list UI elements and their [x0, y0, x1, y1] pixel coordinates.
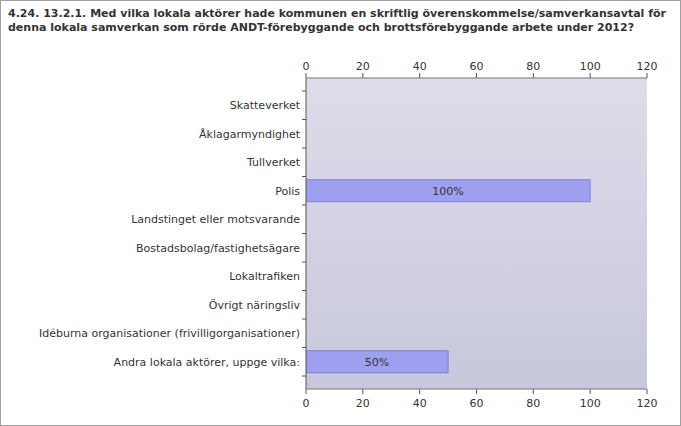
category-tick — [302, 119, 306, 120]
tick-bottom — [419, 389, 420, 394]
tick-top — [419, 73, 420, 78]
category-tick — [302, 290, 306, 291]
tick-label-bottom: 0 — [303, 397, 310, 410]
x-axis-top — [306, 78, 647, 79]
tick-top — [647, 73, 648, 78]
category-tick — [302, 205, 306, 206]
category-tick — [302, 262, 306, 263]
tick-top — [590, 73, 591, 78]
tick-label-bottom: 60 — [470, 397, 484, 410]
category-label: Lokaltrafiken — [229, 270, 300, 283]
tick-label-top: 60 — [470, 60, 484, 73]
tick-label-bottom: 40 — [413, 397, 427, 410]
tick-bottom — [476, 389, 477, 394]
tick-bottom — [362, 389, 363, 394]
tick-label-bottom: 20 — [356, 397, 370, 410]
bar — [306, 180, 590, 202]
tick-label-bottom: 100 — [580, 397, 601, 410]
tick-label-top: 80 — [526, 60, 540, 73]
tick-label-bottom: 80 — [526, 397, 540, 410]
category-label: Polis — [275, 185, 300, 198]
category-tick — [302, 91, 306, 92]
category-label: Åklagarmyndighet — [199, 128, 301, 141]
tick-label-top: 40 — [413, 60, 427, 73]
tick-bottom — [590, 389, 591, 394]
plot-area — [306, 78, 647, 389]
tick-top — [476, 73, 477, 78]
title: 4.24. 13.2.1. Med vilka lokala aktörer h… — [8, 7, 668, 35]
tick-label-top: 100 — [580, 60, 601, 73]
category-label: Landstinget eller motsvarande — [131, 213, 300, 226]
chart: 0 0 20 20 40 40 60 60 80 80 100 100 120 120 Skatteverk… — [1, 1, 681, 426]
category-tick — [302, 319, 306, 320]
y-axis — [306, 78, 307, 389]
bars — [306, 180, 590, 373]
bar — [306, 351, 448, 373]
category-label: Skatteverket — [230, 99, 301, 112]
category-label: Övrigt näringsliv — [209, 299, 301, 312]
tick-bottom — [533, 389, 534, 394]
category-label: Idéburna organisationer (frivilligorgani… — [39, 327, 300, 340]
category-tick — [302, 233, 306, 234]
category-tick — [302, 176, 306, 177]
tick-label-top: 0 — [303, 60, 310, 73]
tick-label-top: 120 — [637, 60, 658, 73]
data-label: 50% — [365, 356, 389, 369]
tick-bottom — [306, 389, 307, 394]
chart-frame: 4.24. 13.2.1. Med vilka lokala aktörer h… — [0, 0, 681, 426]
category-tick — [302, 347, 306, 348]
tick-top — [533, 73, 534, 78]
tick-bottom — [647, 389, 648, 394]
tick-label-bottom: 120 — [637, 397, 658, 410]
tick-top — [362, 73, 363, 78]
data-label: 100% — [432, 185, 463, 198]
category-tick — [302, 376, 306, 377]
category-label: Bostadsbolag/fastighetsägare — [136, 242, 300, 255]
category-label: Andra lokala aktörer, uppge vilka: — [114, 356, 300, 369]
category-label: Tullverket — [246, 156, 301, 169]
category-tick — [302, 148, 306, 149]
tick-top — [306, 73, 307, 78]
x-axis-bottom — [306, 389, 647, 390]
tick-label-top: 20 — [356, 60, 370, 73]
